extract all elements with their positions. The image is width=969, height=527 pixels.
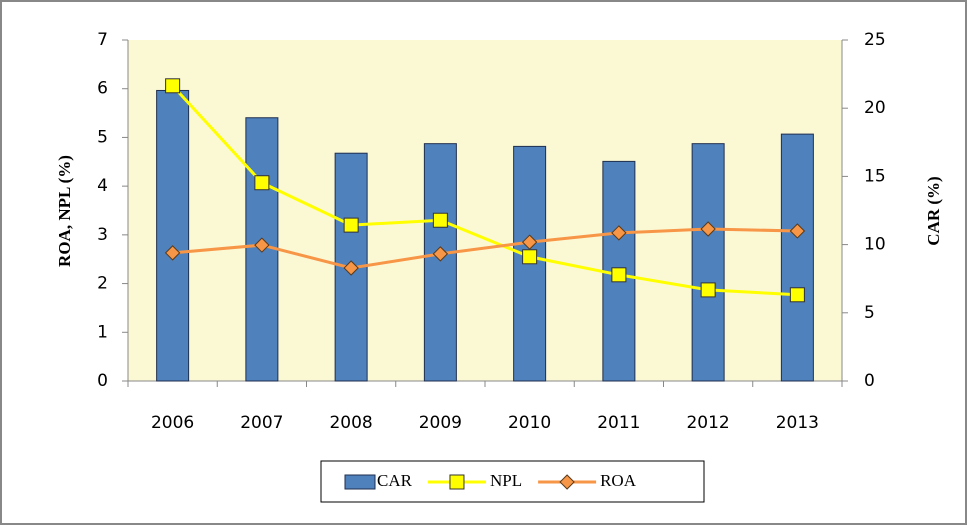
legend: CAR NPL ROA bbox=[320, 460, 705, 503]
bar bbox=[780, 133, 814, 382]
y-tick-label: 5 bbox=[97, 127, 108, 147]
y-tick-label: 3 bbox=[97, 225, 108, 245]
marker bbox=[700, 221, 716, 237]
y-axis-title: ROA, NPL (%) bbox=[55, 155, 74, 267]
marker bbox=[343, 217, 359, 233]
y2-tick-label: 15 bbox=[864, 166, 886, 186]
line bbox=[171, 84, 798, 297]
x-tick-label: 2006 bbox=[151, 413, 194, 433]
y-tick-label: 0 bbox=[97, 371, 108, 391]
marker bbox=[700, 282, 716, 298]
y2-tick-label: 25 bbox=[864, 30, 886, 50]
y-tick-label: 6 bbox=[97, 79, 108, 99]
y-tick-label: 4 bbox=[97, 176, 108, 196]
legend-label: NPL bbox=[490, 471, 522, 490]
y-tick-label: 1 bbox=[97, 322, 108, 342]
marker bbox=[165, 78, 181, 94]
bar bbox=[245, 117, 279, 382]
legend-swatch bbox=[344, 474, 376, 490]
marker bbox=[611, 225, 627, 241]
x-tick-label: 2010 bbox=[508, 413, 551, 433]
marker bbox=[164, 245, 181, 261]
legend-label: CAR bbox=[377, 471, 413, 490]
legend-box bbox=[320, 460, 705, 503]
y2-tick-label: 0 bbox=[864, 371, 875, 391]
marker bbox=[611, 267, 627, 283]
bar bbox=[691, 143, 725, 382]
marker bbox=[254, 237, 270, 253]
x-tick-label: 2011 bbox=[597, 413, 640, 433]
y2-axis-title: CAR (%) bbox=[924, 176, 943, 245]
x-tick-label: 2012 bbox=[686, 413, 729, 433]
y-tick-label: 2 bbox=[97, 274, 108, 294]
y-tick-label: 7 bbox=[97, 30, 108, 50]
x-tick-label: 2007 bbox=[240, 413, 283, 433]
x-tick-label: 2009 bbox=[419, 413, 462, 433]
x-tick-label: 2013 bbox=[776, 413, 819, 433]
bar bbox=[423, 143, 457, 382]
y2-tick-label: 5 bbox=[864, 303, 875, 323]
bar bbox=[156, 89, 190, 382]
marker bbox=[522, 249, 538, 265]
marker bbox=[789, 287, 805, 303]
plot-area bbox=[128, 40, 842, 381]
marker bbox=[432, 212, 448, 228]
marker bbox=[789, 223, 806, 239]
x-tick-label: 2008 bbox=[329, 413, 372, 433]
line bbox=[172, 227, 798, 270]
marker bbox=[254, 175, 270, 191]
marker bbox=[343, 260, 359, 276]
legend-marker bbox=[559, 474, 575, 490]
marker bbox=[521, 234, 538, 250]
y2-tick-label: 10 bbox=[864, 235, 886, 255]
marker bbox=[432, 246, 449, 262]
legend-label: ROA bbox=[600, 471, 637, 490]
y2-tick-label: 20 bbox=[864, 98, 886, 118]
legend-marker bbox=[449, 474, 465, 490]
